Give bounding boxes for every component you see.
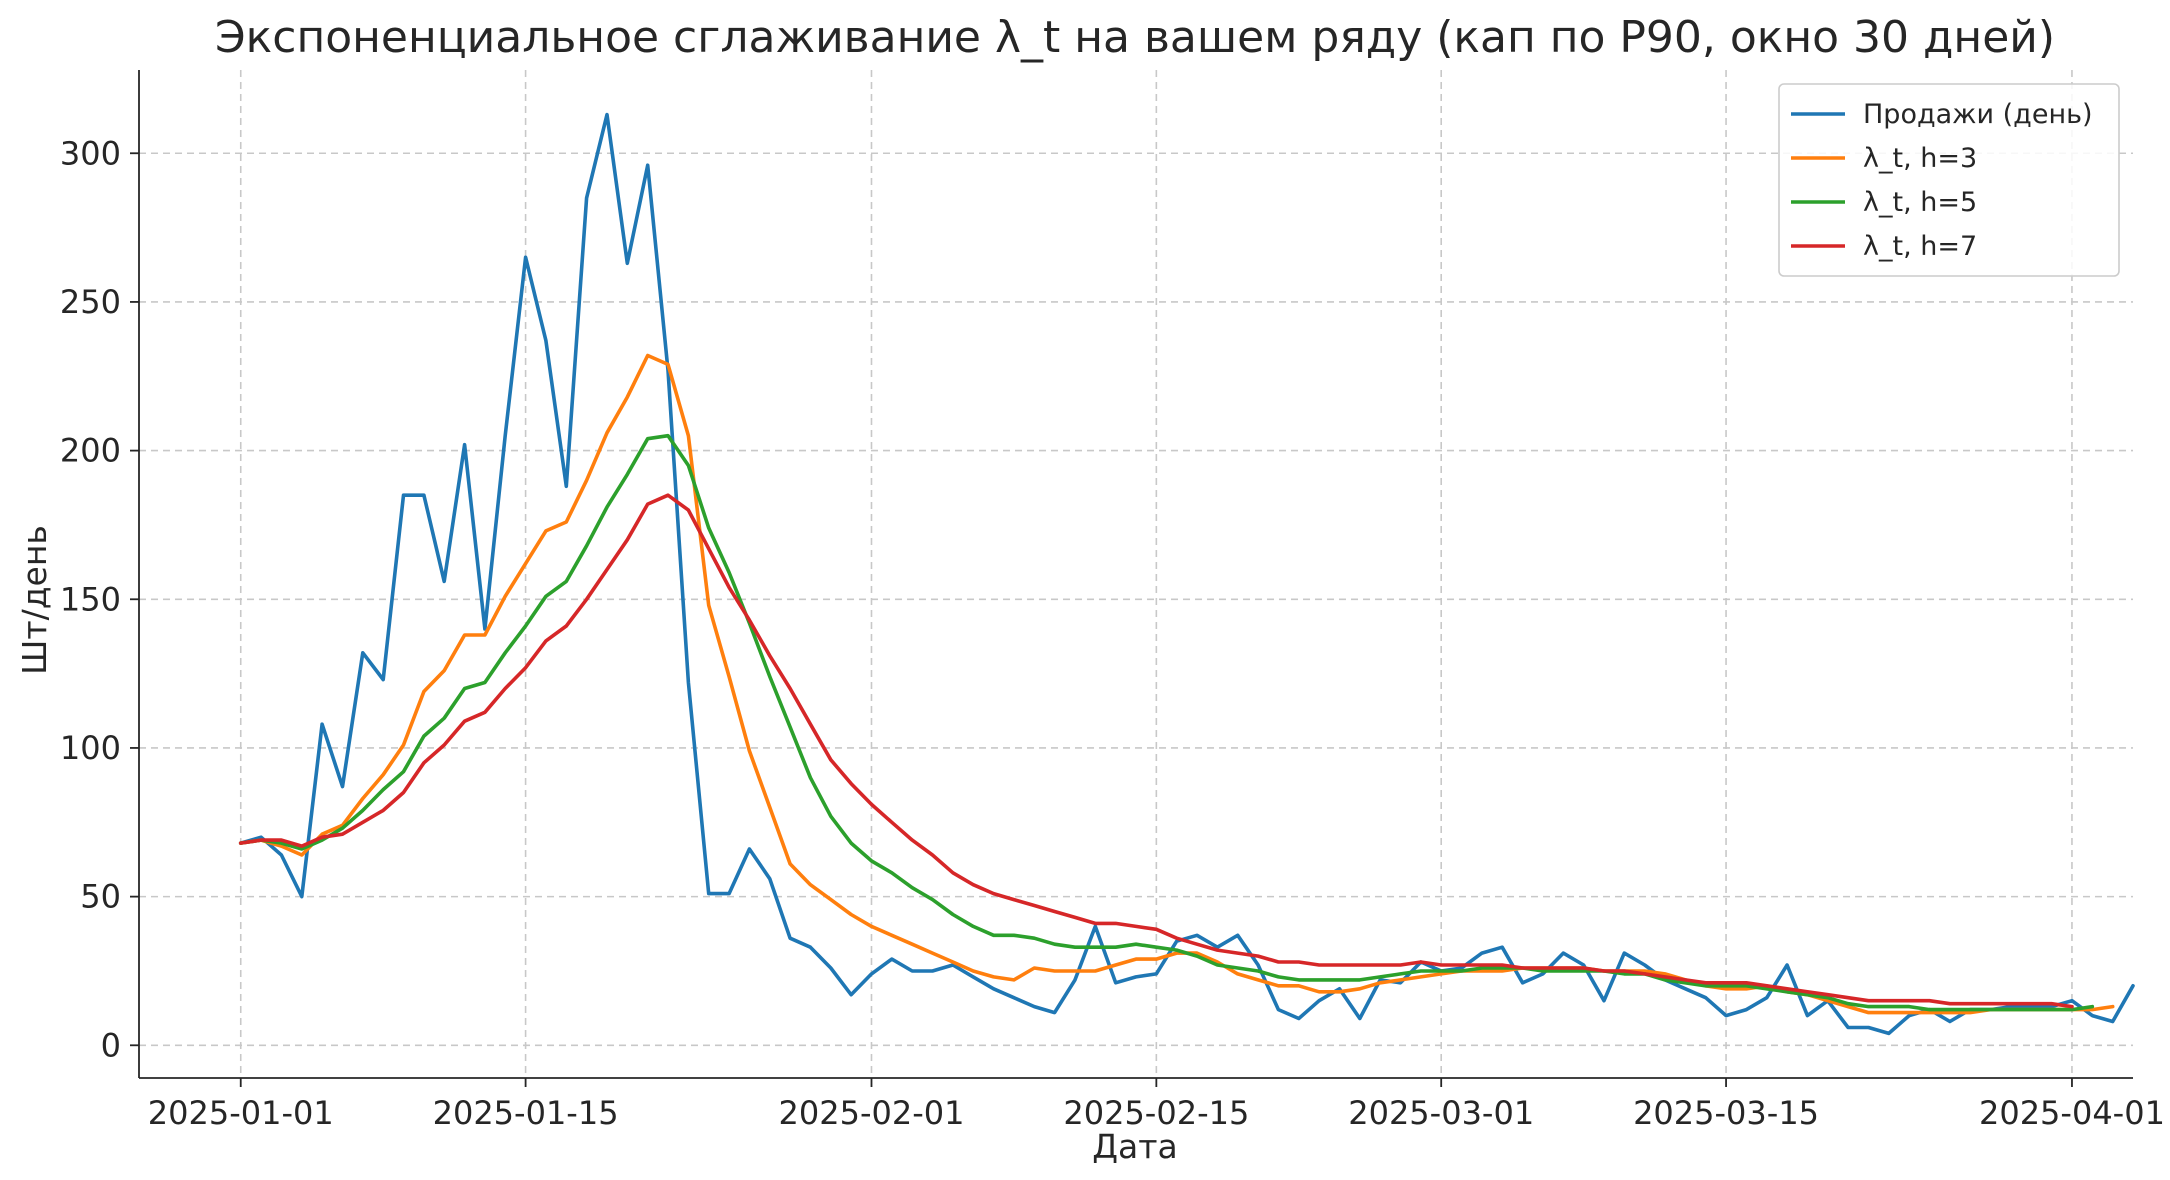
x-axis-ticks: 2025-01-01 2025-01-15 2025-02-01 2025-02-15…	[148, 1078, 2165, 1132]
chart-title: Экспоненциальное сглаживание λ_t на ваше…	[215, 12, 2055, 63]
x-tick-label: 2025-01-15	[433, 1094, 619, 1132]
legend-label: λ_t, h=5	[1863, 187, 1977, 218]
series-line-3	[238, 433, 2095, 1012]
y-tick-label: 0	[101, 1026, 121, 1064]
legend: Продажи (день) λ_t, h=3 λ_t, h=5 λ_t, h=7	[1778, 83, 2120, 277]
series-line-4	[238, 493, 2074, 1009]
y-tick-label: 250	[60, 283, 121, 321]
x-tick-label: 2025-03-15	[1633, 1094, 1819, 1132]
grid	[139, 70, 2133, 1078]
x-tick-label: 2025-01-01	[148, 1094, 334, 1132]
legend-label: Продажи (день)	[1863, 99, 2093, 130]
y-tick-label: 100	[60, 729, 121, 767]
x-tick-label: 2025-04-01	[1979, 1094, 2165, 1132]
y-tick-label: 200	[60, 432, 121, 470]
x-tick-label: 2025-02-01	[779, 1094, 965, 1132]
legend-label: λ_t, h=3	[1863, 143, 1977, 174]
series-line-1	[238, 112, 2135, 1036]
series-line-2	[238, 353, 2115, 1015]
x-tick-label: 2025-02-15	[1063, 1094, 1249, 1132]
y-tick-label: 150	[60, 580, 121, 618]
x-tick-label: 2025-03-01	[1348, 1094, 1534, 1132]
legend-box	[1778, 83, 2120, 277]
x-axis-label: Дата	[1092, 1127, 1177, 1166]
y-tick-label: 50	[80, 878, 121, 916]
axes	[138, 70, 2133, 1079]
y-axis-label: Шт/день	[15, 525, 54, 675]
legend-label: λ_t, h=7	[1863, 231, 1977, 262]
y-tick-label: 300	[60, 134, 121, 172]
y-axis-ticks: 0 50 100 150 200 250 300	[60, 134, 139, 1064]
series-layer	[238, 112, 2135, 1036]
